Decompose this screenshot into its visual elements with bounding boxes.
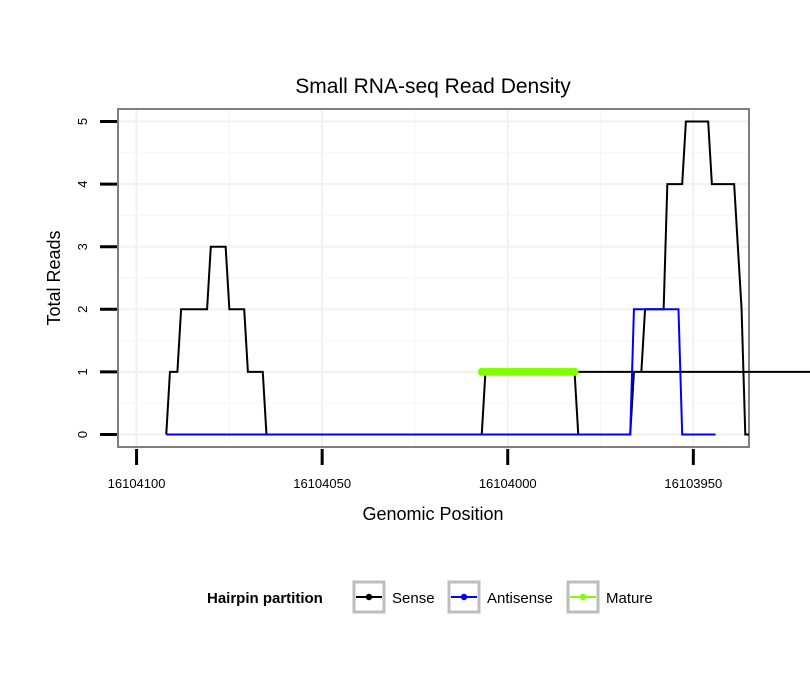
y-tick-label: 2 [75,306,90,313]
chart-title: Small RNA-seq Read Density [295,75,571,98]
data-point-mature [570,367,579,376]
legend-label-antisense: Antisense [487,590,553,607]
y-tick-label: 5 [75,118,90,125]
legend-title: Hairpin partition [207,590,323,607]
x-tick-label: 16104050 [293,476,351,491]
axes: 16104100 16104050 16104000 16103950 0 1 2 3 4 5 [75,118,722,491]
y-tick-label: 3 [75,243,90,250]
series-line-antisense [166,308,716,436]
x-tick-label: 16103950 [664,476,722,491]
y-tick-label: 1 [75,368,90,375]
legend-label-mature: Mature [606,590,653,607]
legend-key-point [460,593,468,601]
x-tick-label: 16104100 [108,476,166,491]
legend-item-mature: Mature [566,580,653,614]
legend-key-point [365,593,373,601]
y-tick-label: 0 [75,431,90,438]
legend: Hairpin partition Sense Antisense Mature [207,580,653,614]
legend-item-antisense: Antisense [447,580,553,614]
legend-label-sense: Sense [392,590,435,607]
legend-key-point [579,593,587,601]
x-tick-label: 16104000 [479,476,537,491]
x-axis-label: Genomic Position [362,504,503,524]
series-group [165,120,810,436]
y-tick-label: 4 [75,180,90,187]
y-axis-label: Total Reads [44,230,64,325]
legend-item-sense: Sense [352,580,435,614]
